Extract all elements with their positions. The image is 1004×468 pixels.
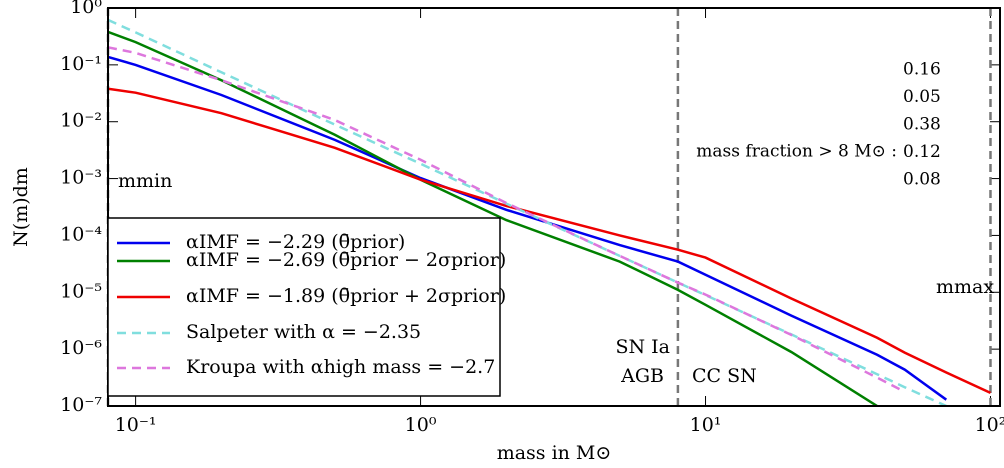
- series-line: [108, 46, 906, 393]
- series-line: [108, 87, 992, 395]
- legend: αIMF = −2.29 (θ̄prior)αIMF = −2.69 (θ̄pr…: [107, 217, 506, 397]
- mass-fraction: 0.16: [903, 60, 941, 80]
- y-tick-label: 10⁻⁴: [60, 223, 102, 245]
- y-tick-label: 10⁻⁵: [60, 280, 102, 302]
- legend-label: αIMF = −2.69 (θ̄prior − 2σprior): [186, 249, 506, 271]
- mass-fraction: 0.05: [903, 87, 941, 107]
- legend-label: αIMF = −1.89 (θ̄prior + 2σprior): [186, 285, 506, 307]
- y-tick-label: 10⁻³: [60, 167, 102, 189]
- series-line: [108, 55, 948, 401]
- annotation: SN Ia: [615, 336, 670, 358]
- annotation: mmin: [118, 170, 172, 192]
- x-tick-label: 10²: [975, 414, 1004, 436]
- legend-label: Kroupa with αhigh mass = −2.7: [186, 356, 495, 378]
- y-tick-label: 10⁰: [70, 0, 102, 18]
- y-tick-label: 10⁻⁶: [60, 337, 102, 359]
- y-tick-label: 10⁻²: [60, 110, 102, 132]
- mass-fraction: 0.12: [903, 142, 941, 162]
- annotation: AGB: [620, 365, 664, 387]
- y-tick-label: 10⁻⁷: [60, 394, 102, 416]
- legend-label: Salpeter with α = −2.35: [186, 321, 421, 343]
- mass-fraction: 0.08: [903, 170, 941, 190]
- annotation: mass fraction > 8 M⊙ :: [696, 142, 897, 162]
- plot-frame: [107, 7, 1001, 407]
- legend-box: [107, 217, 501, 397]
- x-tick-label: 10⁰: [405, 414, 437, 436]
- series-line: [108, 18, 947, 406]
- x-axis-label: mass in M⊙: [497, 442, 612, 464]
- x-tick-label: 10¹: [690, 414, 722, 436]
- series-line: [108, 30, 878, 406]
- annotation: mmax: [936, 276, 994, 298]
- x-tick-label: 10⁻¹: [115, 414, 157, 436]
- annotation: CC SN: [692, 365, 757, 387]
- mass-fraction: 0.38: [903, 115, 941, 135]
- y-axis-label: N(m)dm: [10, 167, 32, 247]
- y-tick-label: 10⁻¹: [60, 53, 102, 75]
- legend-label: αIMF = −2.29 (θ̄prior): [186, 231, 405, 253]
